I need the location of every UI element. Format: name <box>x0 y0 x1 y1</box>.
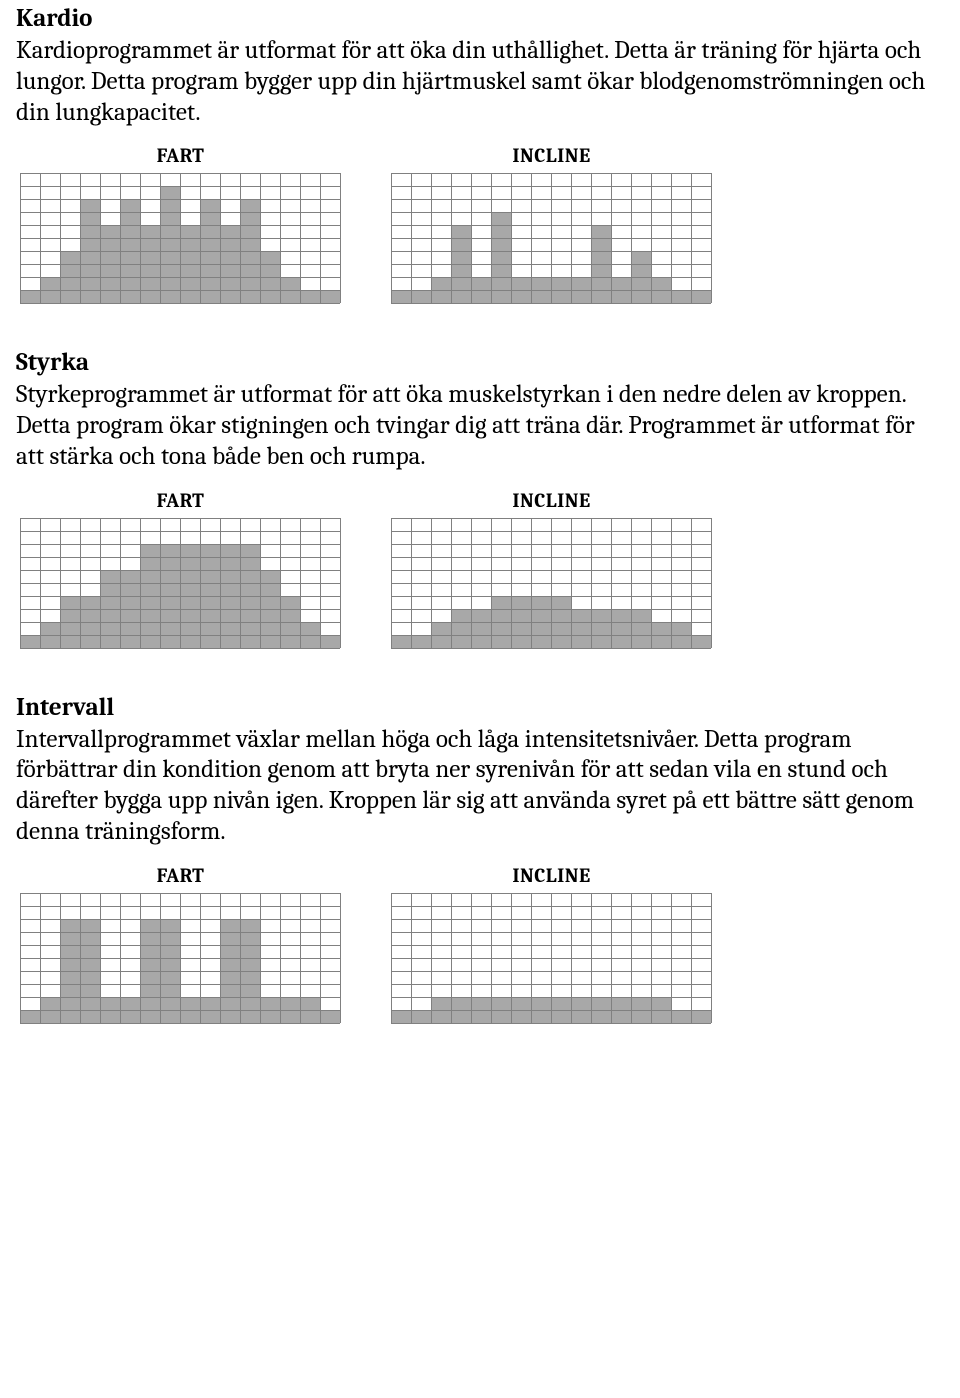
chart-block: FART <box>20 144 341 304</box>
grid-chart <box>391 893 712 1024</box>
grid-chart <box>391 518 712 649</box>
chart-row: FART INCLINE <box>20 489 944 649</box>
grid-chart <box>20 518 341 649</box>
chart-block: INCLINE <box>391 144 712 304</box>
chart-row: FART INCLINE <box>20 864 944 1024</box>
chart-label: FART <box>157 489 205 512</box>
grid-chart <box>391 173 712 304</box>
section-title-intervall: Intervall <box>16 693 944 723</box>
chart-label: INCLINE <box>512 144 590 167</box>
chart-block: FART <box>20 864 341 1024</box>
chart-label: FART <box>157 144 205 167</box>
section-body-intervall: Intervallprogrammet växlar mellan höga o… <box>16 725 944 848</box>
chart-label: FART <box>157 864 205 887</box>
chart-block: INCLINE <box>391 864 712 1024</box>
grid-chart <box>20 893 341 1024</box>
chart-label: INCLINE <box>512 864 590 887</box>
chart-row: FART INCLINE <box>20 144 944 304</box>
section-intervall: IntervallIntervallprogrammet växlar mell… <box>16 693 944 1024</box>
chart-block: FART <box>20 489 341 649</box>
chart-block: INCLINE <box>391 489 712 649</box>
section-body-styrka: Styrkeprogrammet är utformat för att öka… <box>16 380 944 472</box>
section-kardio: KardioKardioprogrammet är utformat för a… <box>16 4 944 304</box>
section-styrka: StyrkaStyrkeprogrammet är utformat för a… <box>16 348 944 648</box>
chart-label: INCLINE <box>512 489 590 512</box>
section-body-kardio: Kardioprogrammet är utformat för att öka… <box>16 36 944 128</box>
section-title-kardio: Kardio <box>16 4 944 34</box>
grid-chart <box>20 173 341 304</box>
section-title-styrka: Styrka <box>16 348 944 378</box>
